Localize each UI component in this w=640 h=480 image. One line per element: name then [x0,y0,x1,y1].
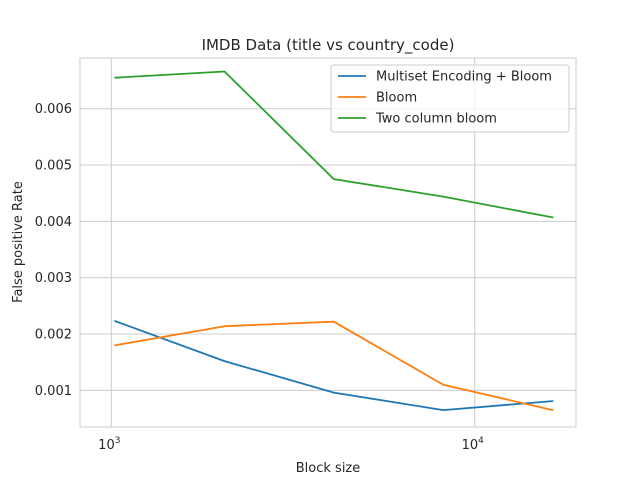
grid [80,58,576,427]
y-axis-label: False positive Rate [11,181,26,303]
y-tick-label: 0.005 [35,159,72,174]
plot-frame [79,57,577,428]
tick-labels: 0.001 0.002 0.003 0.004 0.005 0.006 103 104 [35,102,484,453]
legend-entry: Bloom [376,91,417,106]
y-tick-label: 0.004 [35,215,72,230]
y-tick-label: 0.002 [35,328,72,343]
x-tick-label: 103 [98,436,120,453]
legend-box [330,64,570,133]
series-line-3 [114,70,554,219]
x-tick-label: 104 [462,436,485,453]
x-axis-label: Block size [296,461,361,476]
y-tick-label: 0.001 [35,384,72,399]
series-line-1 [114,320,554,412]
legend-entry: Two column bloom [375,112,497,127]
chart-title: IMDB Data (title vs country_code) [202,36,455,55]
legend: Multiset Encoding + Bloom Bloom Two column… [330,64,570,133]
series-line-2 [114,320,554,412]
legend-entry: Multiset Encoding + Bloom [376,70,552,85]
series-lines [114,70,554,412]
y-tick-label: 0.003 [35,271,72,286]
y-tick-label: 0.006 [35,102,72,117]
